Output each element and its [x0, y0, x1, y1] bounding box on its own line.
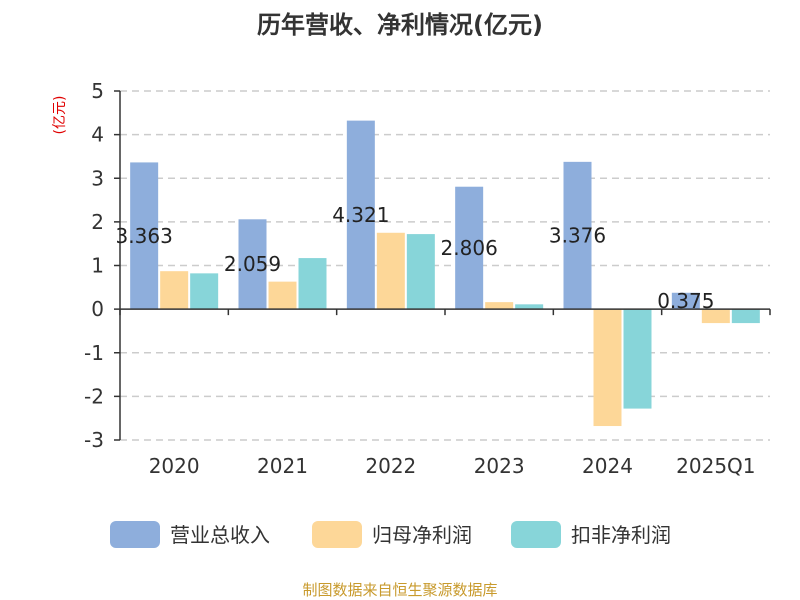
y-tick-label: 5 — [91, 79, 104, 103]
bar-2020-series-1 — [130, 162, 159, 310]
legend-item-series-3[interactable]: 扣非净利润 — [511, 521, 671, 548]
x-axis: 2020 2021 2022 2023 2024 2025Q1 — [119, 308, 771, 478]
y-tick-label: 2 — [91, 210, 104, 234]
y-tick-label: -3 — [84, 428, 104, 452]
bar-2023-series-2 — [485, 302, 514, 310]
bar-2024-series-1 — [563, 161, 592, 310]
y-tick-label: -2 — [84, 384, 104, 408]
y-tick-label: 3 — [91, 166, 104, 190]
bar-2020-series-3 — [190, 273, 219, 310]
bar-2021-series-1 — [238, 219, 267, 310]
y-axis-unit-label: (亿元) — [52, 96, 68, 135]
bar-2025Q1-series-3 — [731, 309, 760, 324]
legend-label: 扣非净利润 — [571, 523, 671, 547]
y-tick-label: 0 — [91, 297, 104, 321]
x-tick-label: 2020 — [149, 454, 200, 478]
bar-2024-series-2 — [593, 309, 622, 427]
x-tick-label: 2024 — [582, 454, 633, 478]
grid-lines — [120, 90, 770, 441]
legend-item-series-1[interactable]: 营业总收入 — [110, 521, 270, 548]
legend: 营业总收入 归母净利润 扣非净利润 — [110, 521, 671, 548]
bar-2025Q1-series-2 — [701, 309, 730, 324]
x-tick-label: 2025Q1 — [676, 454, 755, 478]
x-tick-label: 2021 — [257, 454, 308, 478]
data-label-2022: 4.321 — [332, 203, 389, 227]
legend-swatch — [511, 521, 561, 548]
y-tick-label: 1 — [91, 254, 104, 278]
bar-2022-series-1 — [346, 120, 375, 310]
data-label-2023: 2.806 — [441, 236, 498, 260]
source-note: 制图数据来自恒生聚源数据库 — [302, 581, 497, 599]
bar-2024-series-3 — [623, 309, 652, 409]
data-label-2025Q1: 0.375 — [657, 289, 714, 313]
bar-2022-series-2 — [376, 232, 405, 310]
y-tick-label: -1 — [84, 341, 104, 365]
y-axis: 5 4 3 2 1 0 -1 -2 -3 — [84, 79, 121, 452]
legend-swatch — [110, 521, 160, 548]
legend-label: 归母净利润 — [372, 523, 472, 547]
bar-2023-series-1 — [455, 186, 484, 310]
bars — [130, 120, 760, 427]
x-tick-label: 2022 — [365, 454, 416, 478]
bar-2020-series-2 — [160, 271, 189, 310]
legend-label: 营业总收入 — [170, 523, 270, 547]
legend-item-series-2[interactable]: 归母净利润 — [312, 521, 472, 548]
chart-title: 历年营收、净利情况(亿元) — [257, 11, 543, 39]
data-label-2021: 2.059 — [224, 252, 281, 276]
bar-2021-series-2 — [268, 281, 297, 310]
bar-2022-series-3 — [406, 234, 435, 310]
bar-2021-series-3 — [298, 258, 327, 310]
data-label-2020: 3.363 — [116, 224, 173, 248]
bar-2025Q1-series-1 — [671, 292, 700, 310]
x-tick-label: 2023 — [474, 454, 525, 478]
data-label-2024: 3.376 — [549, 223, 606, 247]
y-tick-label: 4 — [91, 123, 104, 147]
legend-swatch — [312, 521, 362, 548]
data-labels: 3.363 2.059 4.321 2.806 3.376 0.375 — [116, 203, 715, 313]
bar-2023-series-3 — [515, 304, 544, 310]
